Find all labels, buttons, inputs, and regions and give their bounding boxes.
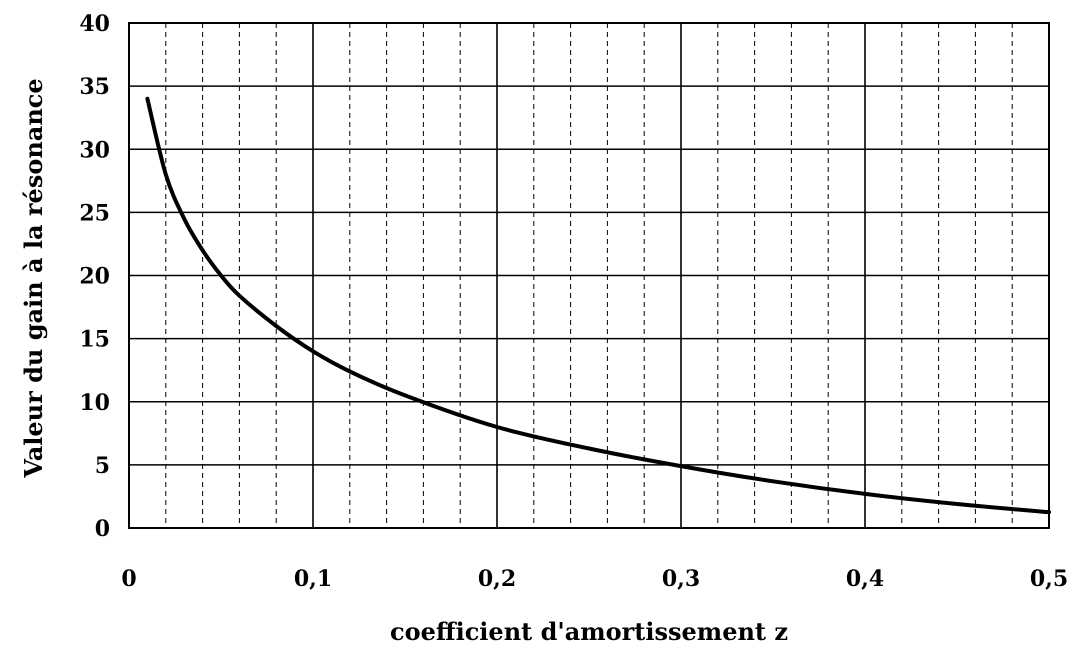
- y-tick-label: 35: [79, 74, 110, 100]
- y-tick-label: 20: [79, 264, 110, 290]
- x-tick-label: 0,2: [478, 566, 516, 592]
- y-axis-title: Valeur du gain à la résonance: [19, 78, 48, 478]
- y-tick-label: 10: [79, 390, 110, 416]
- gain-curve: [145, 96, 1051, 515]
- y-tick-label: 0: [95, 516, 110, 542]
- x-tick-label: 0: [121, 566, 136, 592]
- x-tick-label: 0,3: [662, 566, 700, 592]
- y-tick-label: 40: [79, 11, 110, 37]
- x-tick-labels: 0 0,1 0,2 0,3 0,4 0,5: [121, 566, 1068, 592]
- x-tick-label: 0,4: [846, 566, 884, 592]
- y-tick-label: 15: [79, 327, 110, 353]
- x-tick-label: 0,5: [1030, 566, 1068, 592]
- x-axis-title: coefficient d'amortissement z: [390, 617, 788, 646]
- major-grid: [128, 22, 1050, 529]
- plot-frame: [128, 22, 1050, 529]
- y-tick-label: 25: [79, 200, 110, 226]
- x-tick-label: 0,1: [294, 566, 332, 592]
- y-tick-label: 5: [95, 453, 110, 479]
- y-tick-label: 30: [79, 137, 110, 163]
- y-tick-labels: 0 5 10 15 20 25 30 35 40: [79, 11, 110, 542]
